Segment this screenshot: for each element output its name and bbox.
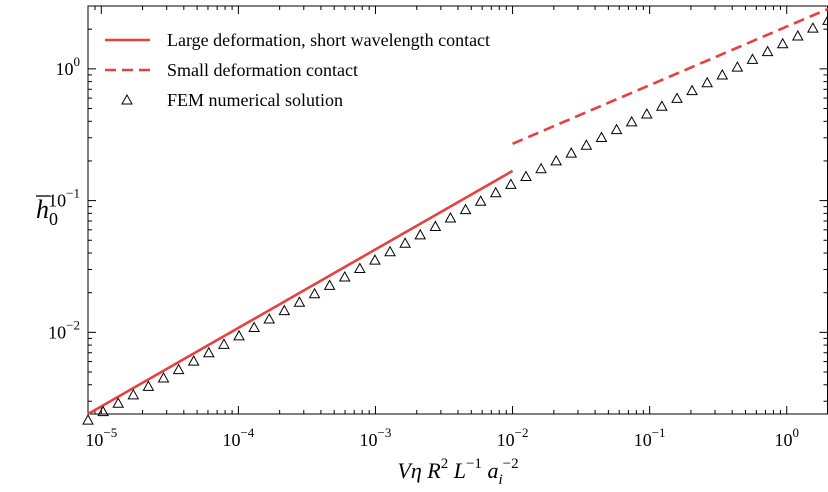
legend: Large deformation, short wavelength cont… — [105, 30, 490, 110]
fem-data-point — [610, 123, 623, 135]
fem-data-point — [520, 170, 532, 182]
y-tick-label: 100 — [56, 54, 81, 79]
y-axis-label: h0 — [36, 195, 58, 229]
x-tick-label: 10−5 — [85, 425, 117, 450]
legend-label: Large deformation, short wavelength cont… — [167, 30, 490, 50]
fem-data-point — [233, 329, 245, 341]
fem-data-point — [157, 371, 170, 383]
fem-data-point — [338, 270, 351, 282]
fem-data-point — [172, 363, 185, 375]
fem-data-point — [127, 388, 140, 400]
fem-data-point — [791, 29, 804, 41]
axis-labels: 10−5 10−4 10−3 10−2 10−1 100 10−2 10−1 100 Vη R2 … — [36, 54, 799, 488]
series-line-small-deformation — [512, 7, 828, 145]
fem-data-point — [429, 220, 442, 231]
fem-data-point — [535, 162, 547, 174]
fem-data-point — [625, 115, 638, 127]
fem-data-point — [353, 262, 366, 274]
x-tick-label: 10−1 — [634, 425, 666, 450]
fem-data-point — [248, 321, 260, 332]
fem-data-point — [399, 237, 411, 248]
x-tick-label: 10−2 — [497, 425, 529, 450]
fem-data-point — [187, 355, 200, 366]
fem-data-point — [746, 53, 759, 64]
fem-data-point — [595, 131, 608, 142]
fem-data-point — [731, 61, 744, 72]
axis-ticks — [87, 5, 828, 414]
x-axis-label: Vη R2 L−1 ai−2 — [397, 456, 518, 488]
fem-data-point — [565, 147, 578, 158]
svg-text:h0: h0 — [36, 195, 58, 229]
series-layer — [82, 7, 828, 425]
fem-data-point — [580, 139, 593, 150]
y-tick-label: 10−1 — [48, 186, 80, 211]
fem-data-point — [716, 68, 729, 80]
fem-data-point — [459, 203, 472, 215]
legend-label: Small deformation contact — [167, 60, 358, 80]
fem-data-point — [112, 397, 125, 408]
y-tick-label: 10−2 — [48, 317, 80, 342]
fem-data-point — [263, 313, 276, 324]
fem-data-point — [807, 22, 819, 33]
fem-data-point — [293, 296, 306, 307]
series-line-large-deformation — [87, 169, 514, 416]
fem-data-point — [761, 45, 774, 57]
fem-data-point — [640, 108, 653, 119]
fem-data-point — [474, 195, 487, 206]
x-tick-label: 100 — [774, 425, 799, 450]
fem-data-point — [489, 186, 502, 198]
fem-data-point — [444, 212, 457, 223]
x-tick-label: 10−4 — [222, 425, 254, 450]
fem-data-point — [369, 254, 381, 265]
legend-swatch-marker — [121, 93, 133, 105]
x-tick-label: 10−3 — [360, 425, 392, 450]
fem-data-point — [384, 245, 396, 257]
fem-data-point — [308, 287, 321, 299]
fem-data-point — [323, 279, 336, 290]
fem-data-point — [218, 338, 230, 349]
fem-data-point — [822, 14, 828, 25]
fem-data-point — [278, 304, 291, 316]
fem-data-point — [550, 154, 563, 166]
fem-data-point — [82, 414, 94, 425]
fem-data-point — [97, 405, 109, 417]
fem-data-point — [505, 178, 517, 189]
fem-data-point — [686, 84, 698, 96]
fem-data-point — [671, 92, 683, 103]
fem-data-point — [701, 76, 714, 88]
legend-label: FEM numerical solution — [167, 90, 343, 110]
fem-data-point — [656, 100, 668, 111]
fem-data-point — [142, 380, 155, 391]
fem-data-point — [202, 346, 215, 358]
fem-data-point — [414, 228, 427, 240]
fem-data-point — [776, 37, 789, 49]
